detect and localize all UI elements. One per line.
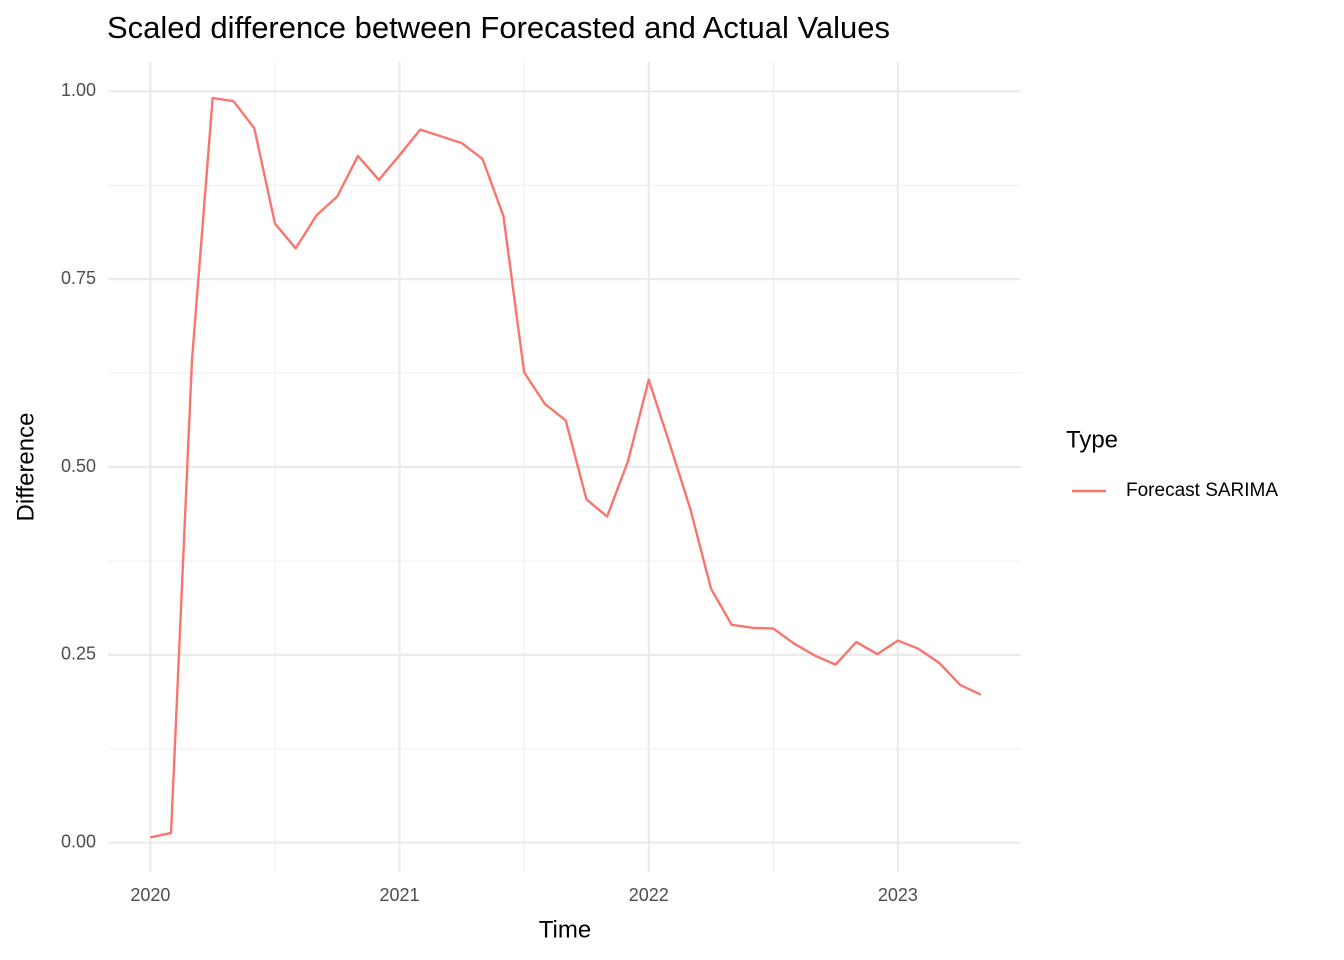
chart-title: Scaled difference between Forecasted and… [107,10,890,45]
legend-label: Forecast SARIMA [1126,480,1278,501]
y-tick-label: 0.75 [61,268,96,288]
y-tick-label: 1.00 [61,80,96,100]
y-axis-label: Difference [12,413,39,522]
y-tick-label: 0.00 [61,831,96,851]
y-tick-label: 0.50 [61,456,96,476]
x-tick-label: 2023 [878,885,918,905]
series-line [150,96,982,839]
y-tick-label: 0.25 [61,644,96,664]
x-tick-label: 2022 [629,885,669,905]
x-tick-label: 2020 [130,885,170,905]
x-tick-label: 2021 [380,885,420,905]
legend-title: Type [1066,426,1118,453]
x-axis-label: Time [539,916,591,943]
